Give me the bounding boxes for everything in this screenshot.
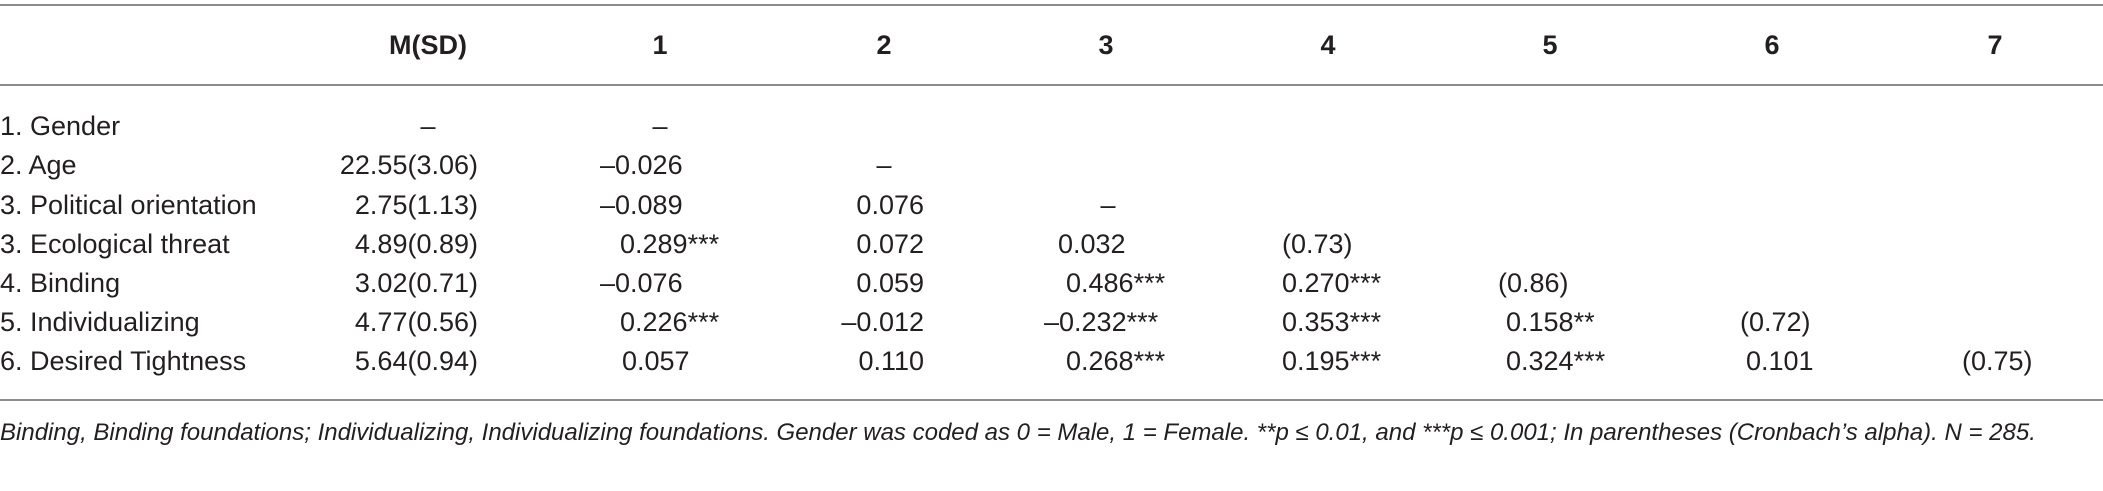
row-label: 4. Binding (0, 268, 121, 298)
cell-msd: – (420, 111, 436, 141)
row-label: 5. Individualizing (0, 307, 200, 337)
header-col-7: 7 (1987, 30, 2003, 60)
table-row: 2. Age 22.55(3.06) –0.026 – (0, 146, 2103, 184)
cell-col-4: 0.195*** (1282, 346, 1382, 376)
header-col-1: 1 (652, 30, 668, 60)
cell-col-7: (0.75) (1962, 346, 2033, 376)
cell-col-4: (0.73) (1282, 229, 1353, 259)
cell-col-1: 0.289*** (620, 229, 720, 259)
cell-msd: 3.02(0.71) (354, 268, 478, 298)
cell-col-4: 0.353*** (1282, 307, 1382, 337)
cell-col-3: 0.486*** (1066, 268, 1166, 298)
table-row: 3. Political orientation 2.75(1.13) –0.0… (0, 186, 2103, 224)
cell-col-1: –0.026 (600, 150, 683, 180)
cell-col-6: 0.101 (1746, 346, 1814, 376)
row-label: 3. Ecological threat (0, 229, 230, 259)
cell-col-1: –0.076 (600, 268, 683, 298)
cell-col-1: –0.089 (600, 190, 683, 220)
cell-col-2: 0.059 (856, 268, 924, 298)
header-col-3: 3 (1098, 30, 1114, 60)
cell-col-3: 0.032 (1058, 229, 1126, 259)
row-label: 1. Gender (0, 111, 121, 141)
header-col-6: 6 (1764, 30, 1780, 60)
row-label: 6. Desired Tightness (0, 346, 247, 376)
header-col-4: 4 (1320, 30, 1336, 60)
row-label: 3. Political orientation (0, 190, 257, 220)
table-row: 4. Binding 3.02(0.71) –0.076 0.059 0.486… (0, 264, 2103, 302)
cell-msd: 4.89(0.89) (354, 229, 478, 259)
cell-col-5: 0.158** (1506, 307, 1595, 337)
table-footnote: Binding, Binding foundations; Individual… (0, 419, 2036, 446)
cell-col-3: –0.232*** (1044, 307, 1159, 337)
table-top-rule (0, 4, 2103, 6)
cell-col-2: 0.076 (856, 190, 924, 220)
cell-col-3: – (1100, 190, 1116, 220)
table-row: 3. Ecological threat 4.89(0.89) 0.289***… (0, 225, 2103, 263)
header-msd: M(SD) (389, 30, 467, 60)
table-row: 6. Desired Tightness 5.64(0.94) 0.057 0.… (0, 342, 2103, 380)
cell-col-4: 0.270*** (1282, 268, 1382, 298)
table-header-rule (0, 84, 2103, 86)
table-bottom-rule (0, 399, 2103, 401)
row-label: 2. Age (0, 150, 77, 180)
cell-msd: 2.75(1.13) (354, 190, 478, 220)
cell-col-2: 0.072 (856, 229, 924, 259)
cell-col-1: 0.226*** (620, 307, 720, 337)
cell-col-3: 0.268*** (1066, 346, 1166, 376)
header-col-2: 2 (876, 30, 892, 60)
cell-col-2: 0.110 (858, 346, 924, 376)
cell-msd: 22.55(3.06) (339, 150, 478, 180)
cell-col-5: (0.86) (1498, 268, 1569, 298)
cell-col-6: (0.72) (1740, 307, 1811, 337)
cell-col-1: 0.057 (622, 346, 690, 376)
cell-col-1: – (652, 111, 668, 141)
cell-msd: 4.77(0.56) (354, 307, 478, 337)
cell-col-2: –0.012 (841, 307, 924, 337)
cell-col-5: 0.324*** (1506, 346, 1606, 376)
cell-col-2: – (876, 150, 892, 180)
table-row: 1. Gender – – (0, 107, 2103, 145)
header-col-5: 5 (1542, 30, 1558, 60)
table-row: 5. Individualizing 4.77(0.56) 0.226*** –… (0, 303, 2103, 341)
cell-msd: 5.64(0.94) (354, 346, 478, 376)
